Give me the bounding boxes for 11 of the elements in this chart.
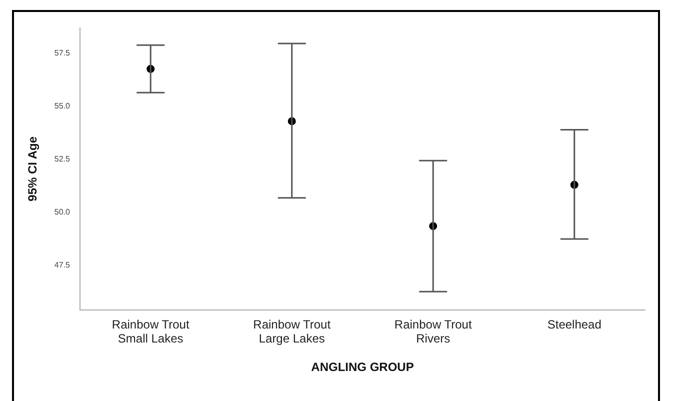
- x-tick-label: Rainbow Trout Small Lakes: [112, 317, 190, 346]
- x-tick-label: Rainbow Trout Large Lakes: [253, 317, 332, 346]
- x-tick-label: Steelhead: [547, 317, 602, 332]
- y-tick-label: 57.5: [54, 48, 71, 58]
- y-tick-label: 47.5: [54, 260, 71, 270]
- x-axis-title: ANGLING GROUP: [311, 360, 414, 374]
- y-tick-label: 50.0: [54, 208, 71, 217]
- y-tick-label: 52.5: [54, 154, 71, 164]
- y-axis-title: 95% CI Age: [26, 136, 40, 202]
- y-tick-label: 55.0: [54, 102, 71, 111]
- x-tick-label: Rainbow Trout Rivers: [394, 317, 472, 346]
